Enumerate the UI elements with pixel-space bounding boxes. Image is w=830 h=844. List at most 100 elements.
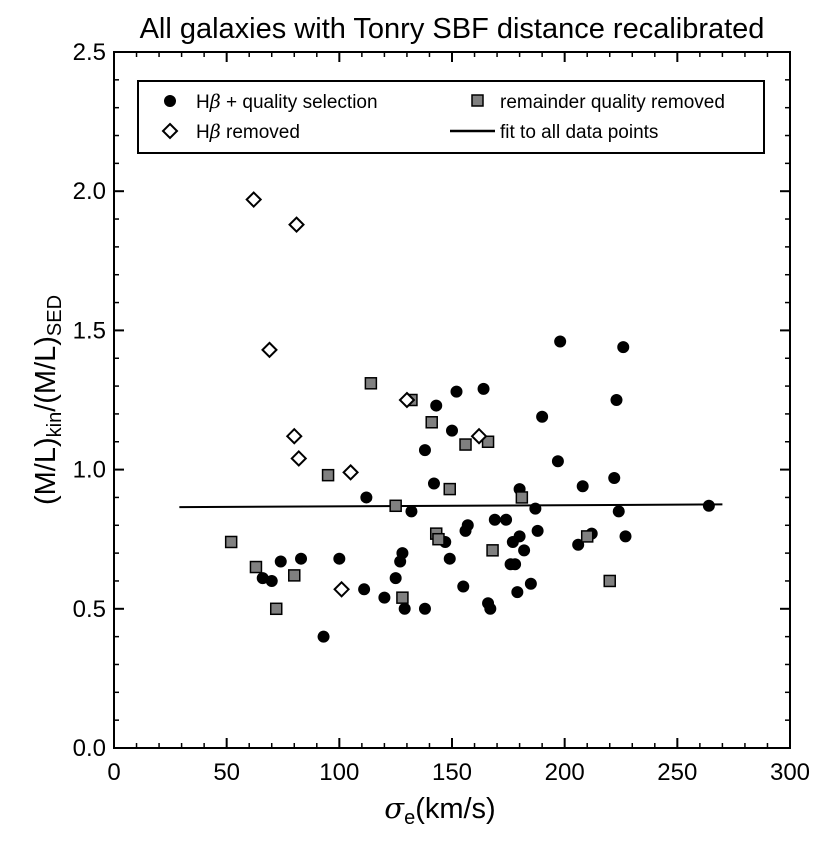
data-point-square xyxy=(481,435,495,449)
data-point-circle xyxy=(378,591,391,604)
legend-label-hbeta-quality: Hβ + quality selection xyxy=(196,91,378,113)
x-tick-label: 200 xyxy=(545,759,585,786)
data-point-circle xyxy=(612,505,625,518)
x-tick-label: 100 xyxy=(319,759,359,786)
data-point-diamond xyxy=(470,427,488,445)
data-point-square xyxy=(443,482,456,496)
legend-hbeta-removed-suffix: removed xyxy=(221,122,300,143)
data-point-circle xyxy=(427,477,440,490)
data-point-circle xyxy=(572,538,585,551)
data-point-circle xyxy=(443,552,456,565)
data-point-square xyxy=(396,591,409,604)
y-axis: 0.0 0.5 1.0 1.5 2.0 2.5 xyxy=(73,39,790,762)
data-point-circle xyxy=(457,580,470,593)
x-tick-label: 300 xyxy=(770,759,810,786)
fit-line-group xyxy=(179,503,723,509)
data-point-circle xyxy=(389,572,402,585)
legend-square-marker xyxy=(471,94,484,107)
data-point-circle xyxy=(360,491,373,504)
data-point-circle xyxy=(405,505,418,518)
data-point-circle xyxy=(500,513,513,526)
data-point-square xyxy=(288,569,301,582)
data-point-circle xyxy=(529,502,542,515)
legend: Hβ + quality selection remainder quality… xyxy=(137,80,765,154)
data-point-circle xyxy=(274,555,287,568)
data-point-circle xyxy=(446,424,458,437)
data-point-diamond xyxy=(398,391,416,409)
data-point-circle xyxy=(551,455,564,468)
y-tick-label: 2.0 xyxy=(73,178,106,205)
data-point-circle xyxy=(484,602,497,615)
y-tick-label: 0.5 xyxy=(73,596,106,623)
x-axis: 0 50 100 150 200 250 300 xyxy=(107,52,810,786)
data-point-circle xyxy=(554,335,567,348)
legend-hbeta-removed-greek: β xyxy=(209,121,221,143)
data-point-square xyxy=(364,377,378,390)
data-point-square xyxy=(321,468,335,482)
x-axis-label-subscript: e xyxy=(404,807,415,829)
data-point-circle xyxy=(576,480,589,493)
y-tick-label: 2.5 xyxy=(73,39,106,66)
data-point-square xyxy=(459,438,472,451)
data-point-circle xyxy=(608,471,621,484)
y-axis-label-sub1: kin xyxy=(44,412,66,438)
data-point-circle xyxy=(430,399,443,412)
data-point-circle xyxy=(418,444,431,457)
data-point-circle xyxy=(702,499,715,512)
legend-label-remainder: remainder quality removed xyxy=(500,92,725,113)
legend-box xyxy=(137,80,765,154)
x-tick-label: 50 xyxy=(213,759,240,786)
y-axis-label-sub2: SED xyxy=(44,295,66,336)
data-point-circle xyxy=(511,586,524,599)
chart-title: All galaxies with Tonry SBF distance rec… xyxy=(140,13,765,45)
data-point-circle xyxy=(531,524,544,537)
x-tick-label: 0 xyxy=(107,759,120,786)
data-point-square xyxy=(486,544,499,557)
legend-hbeta-quality-greek: β xyxy=(209,91,221,113)
fit-line xyxy=(179,503,723,509)
x-axis-label-units: (km/s) xyxy=(415,793,496,825)
data-point-circle xyxy=(617,341,630,354)
data-point-square xyxy=(224,535,238,549)
data-point-square xyxy=(580,530,594,543)
legend-hbeta-removed-prefix: H xyxy=(196,122,210,143)
data-point-diamond xyxy=(333,580,351,598)
x-tick-label: 150 xyxy=(432,759,472,786)
legend-diamond-marker xyxy=(161,122,179,140)
data-point-circle xyxy=(396,547,409,560)
x-axis-label-symbol: σ xyxy=(384,791,405,825)
data-point-circle xyxy=(509,558,522,571)
y-tick-label: 1.5 xyxy=(73,317,106,344)
data-point-square xyxy=(249,560,263,574)
data-point-diamond xyxy=(261,341,278,359)
data-point-square xyxy=(603,574,616,588)
data-point-circle xyxy=(265,574,278,587)
data-point-circle xyxy=(333,552,346,565)
data-point-square xyxy=(269,602,283,616)
data-point-circle xyxy=(524,577,537,590)
legend-label-hbeta-removed: Hβ removed xyxy=(196,121,300,143)
legend-label-fit: fit to all data points xyxy=(500,122,658,143)
data-point-diamond xyxy=(342,463,360,481)
data-point-circle xyxy=(477,382,490,395)
data-point-circle xyxy=(610,394,623,406)
data-point-diamond xyxy=(245,191,263,208)
data-point-circle xyxy=(398,602,411,615)
data-point-circle xyxy=(358,583,371,596)
plot-frame xyxy=(113,51,791,749)
data-point-circle xyxy=(295,552,308,565)
data-point-square xyxy=(432,532,445,546)
data-point-diamond xyxy=(290,450,308,467)
y-tick-label: 1.0 xyxy=(73,457,106,484)
data-point-circle xyxy=(536,410,549,423)
data-point-circle xyxy=(317,630,330,643)
data-point-square xyxy=(389,499,402,513)
y-axis-label-part1: (M/L) xyxy=(30,437,62,505)
data-point-circle xyxy=(461,519,474,532)
data-point-circle xyxy=(518,544,531,557)
legend-hbeta-quality-prefix: H xyxy=(196,92,210,113)
y-tick-label: 0.0 xyxy=(73,735,106,762)
data-point-circle xyxy=(513,530,526,543)
